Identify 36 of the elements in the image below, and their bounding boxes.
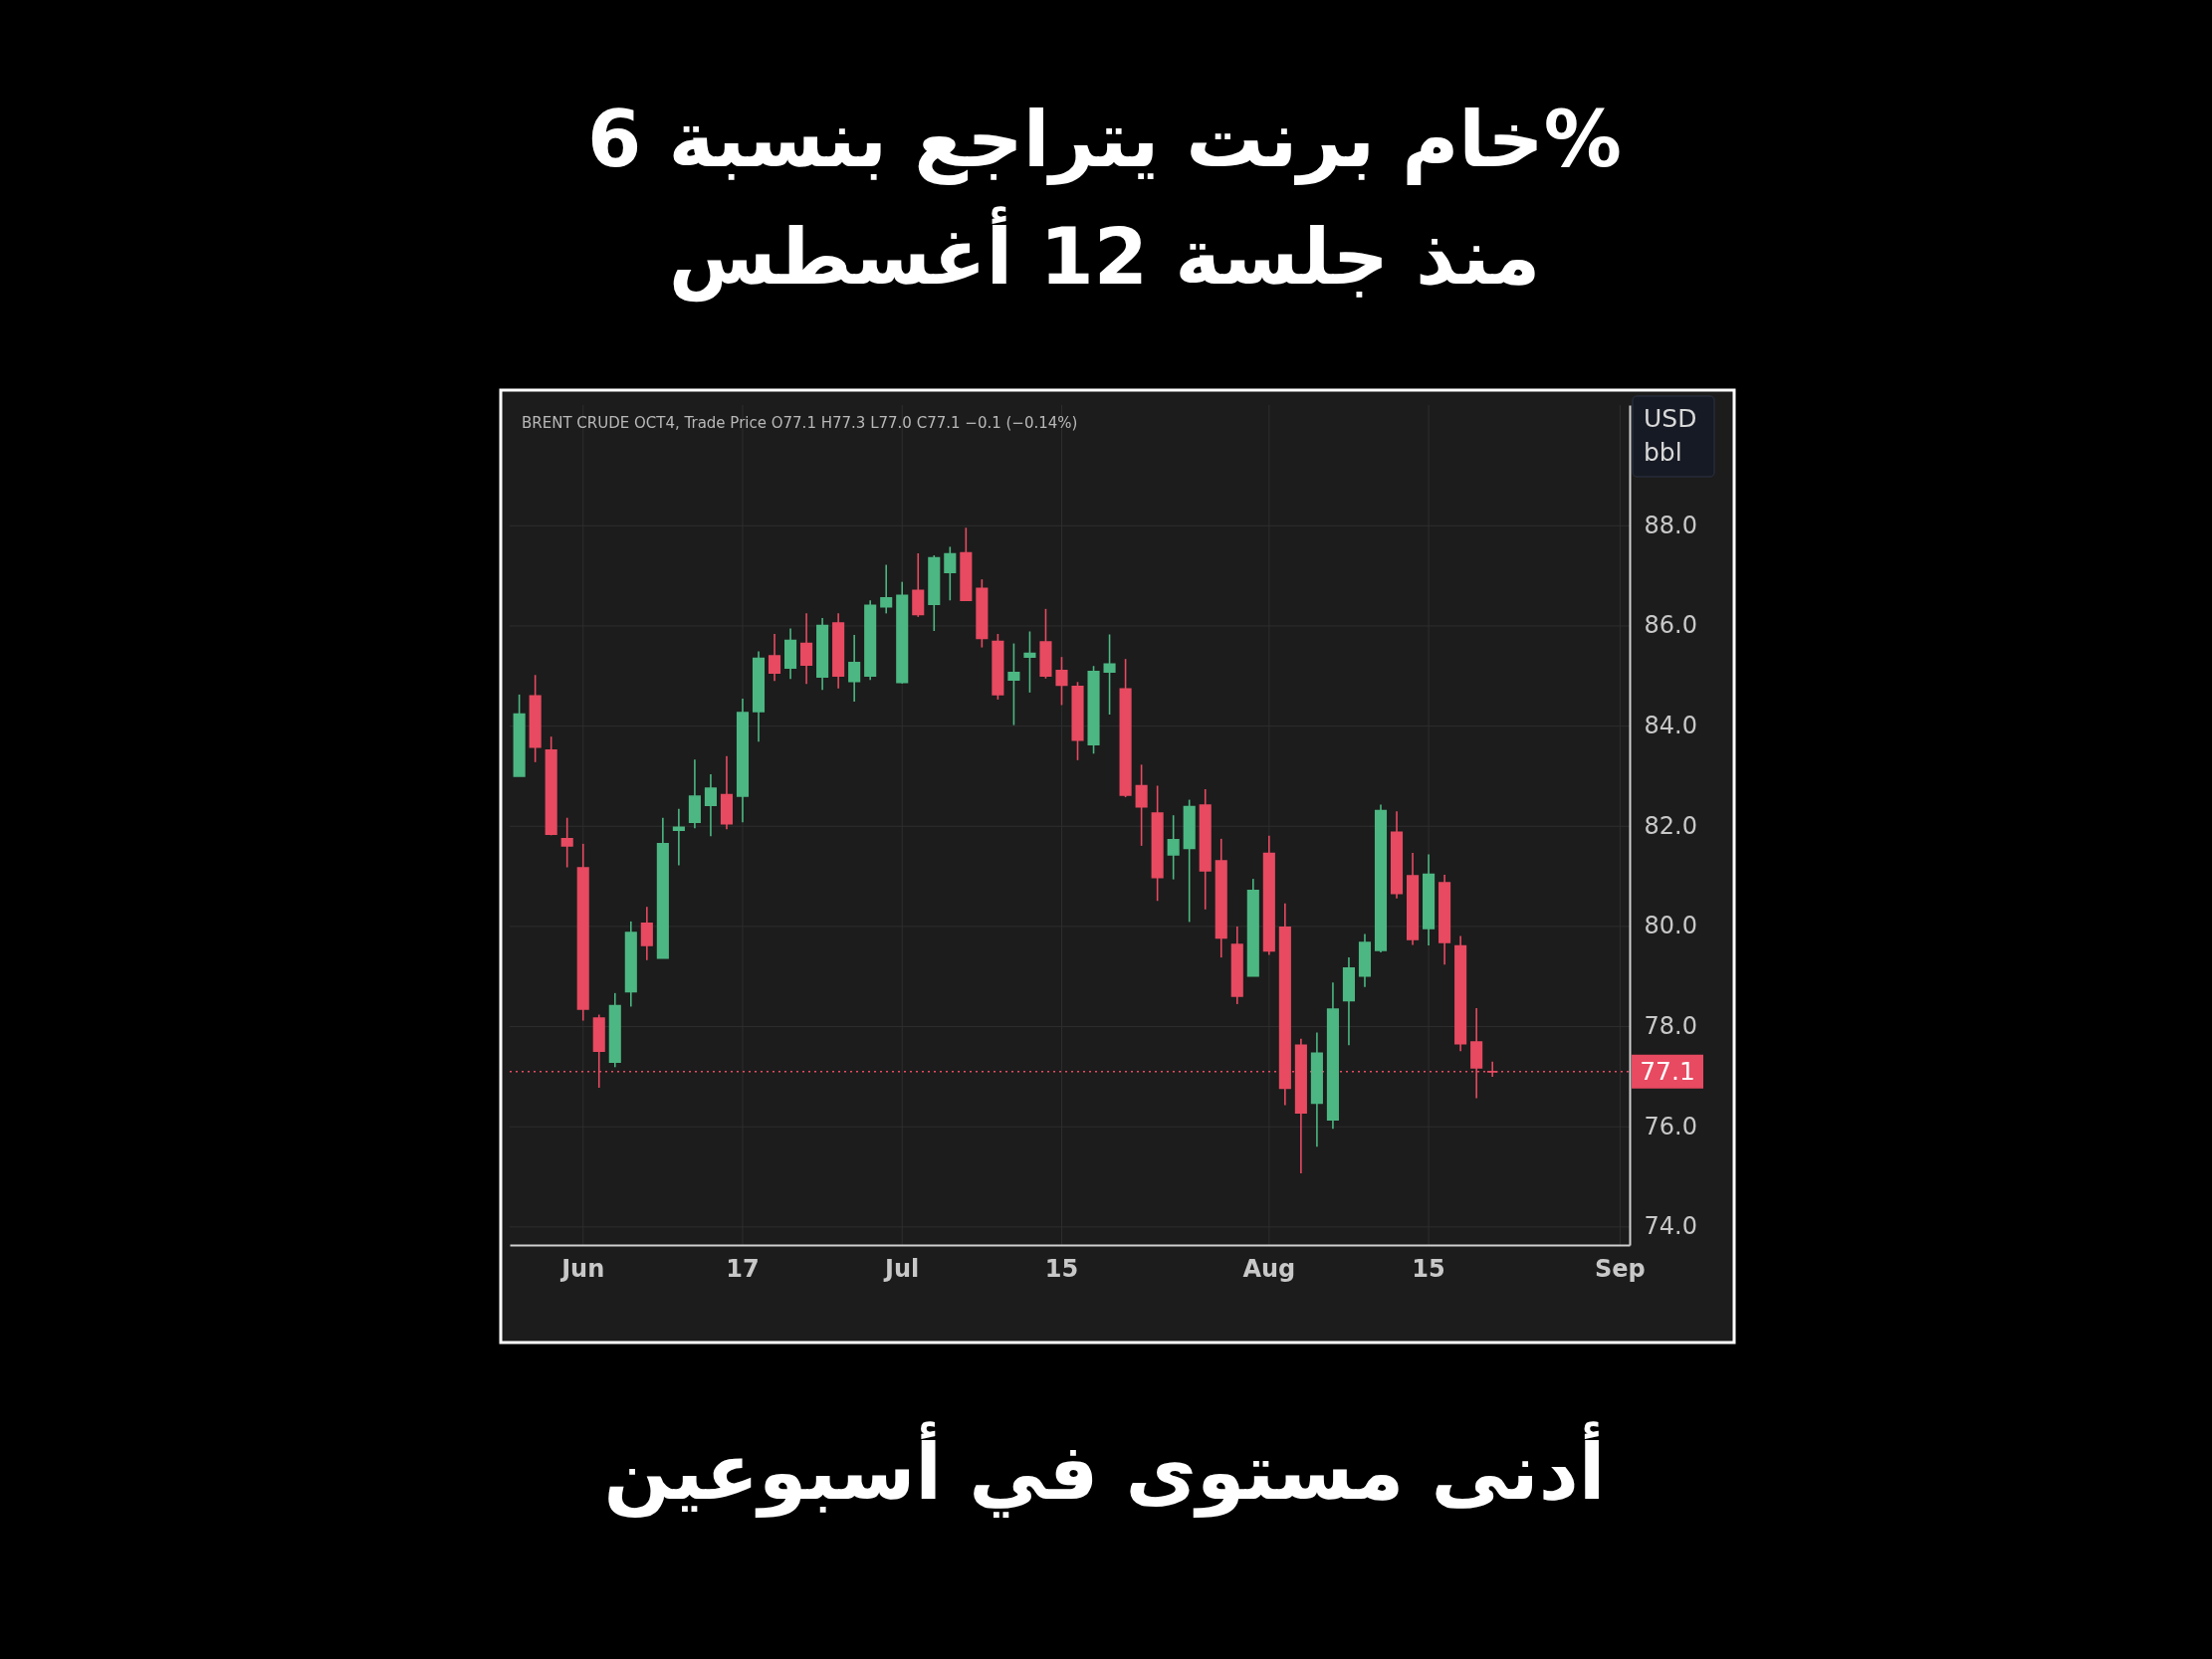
candlestick xyxy=(848,634,861,703)
y-axis-title: USD bbl xyxy=(1644,404,1697,467)
candlestick xyxy=(1007,642,1020,726)
candlestick xyxy=(1167,814,1180,881)
candlestick xyxy=(672,807,685,867)
candlestick xyxy=(1486,1061,1499,1078)
x-tick-label: Jul xyxy=(883,1254,920,1283)
candlestick xyxy=(560,816,573,869)
x-tick-label: 17 xyxy=(726,1254,760,1283)
candlestick xyxy=(1055,656,1068,707)
y-tick-label: 80.0 xyxy=(1644,912,1697,940)
chart-title: خام برنت يتراجع بنسبة 6% منذ جلسة 12 أغسطس xyxy=(587,94,1622,303)
x-tick-label: 15 xyxy=(1412,1254,1445,1283)
y-tick-label: 86.0 xyxy=(1644,611,1697,640)
y-tick-label: 82.0 xyxy=(1644,811,1697,840)
candlestick xyxy=(1023,630,1036,694)
x-tick-label: Jun xyxy=(559,1254,605,1283)
candlestick xyxy=(880,563,893,615)
candlestick xyxy=(800,612,813,686)
candlestick xyxy=(768,633,781,683)
candlestick xyxy=(704,773,717,838)
y-tick-label: 74.0 xyxy=(1644,1212,1697,1241)
x-tick-label: 15 xyxy=(1044,1254,1079,1283)
candlestick xyxy=(640,906,653,961)
ref-line-label: 77.1 xyxy=(1640,1056,1695,1086)
x-tick-label: Aug xyxy=(1242,1254,1296,1283)
text: أدنى مستوى في أسبوعين xyxy=(603,1421,1606,1518)
y-tick-label: 88.0 xyxy=(1644,511,1697,539)
candlestick xyxy=(944,545,957,602)
y-tick-label: 76.0 xyxy=(1644,1112,1697,1141)
x-tick-label: Sep xyxy=(1595,1254,1646,1283)
candlestick xyxy=(1103,633,1116,716)
y-tick-label: 84.0 xyxy=(1644,712,1697,740)
y-tick-label: 78.0 xyxy=(1644,1012,1697,1041)
candlestick xyxy=(1135,763,1148,847)
text: BRENT CRUDE OCT4, Trade Price O77.1 H77.3 L77.0 C77.1 −0.1 (−0.14%) xyxy=(522,414,1078,432)
